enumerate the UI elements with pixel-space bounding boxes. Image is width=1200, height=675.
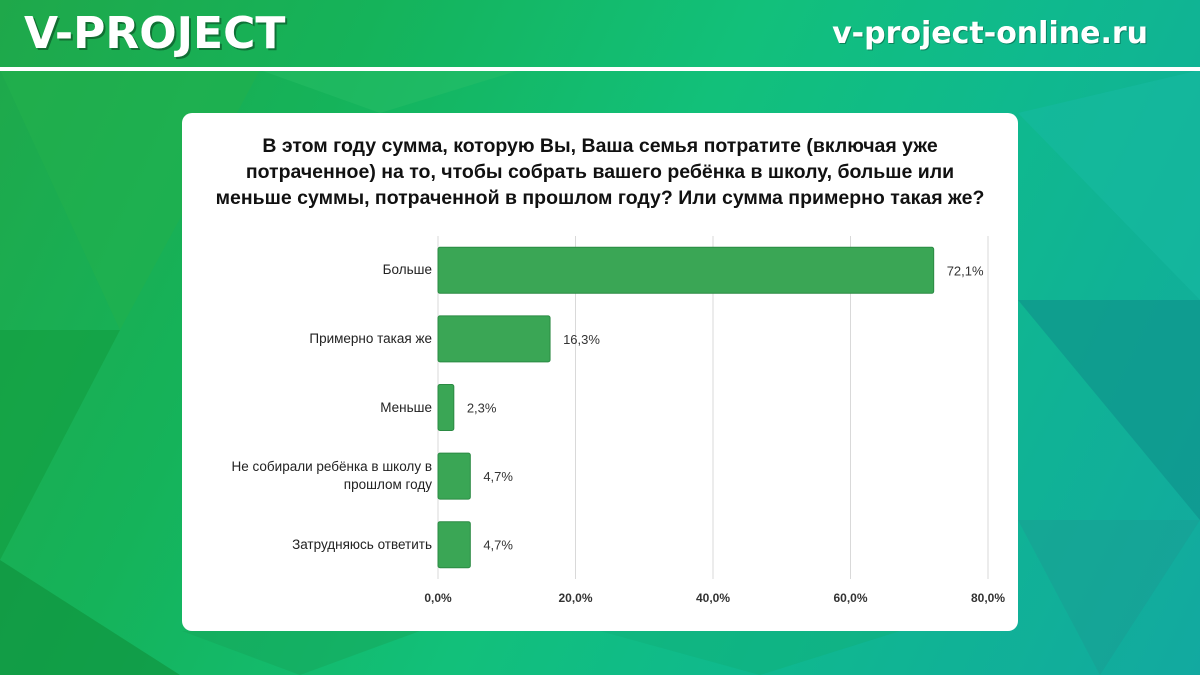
bar-chart: 72,1% 16,3% 2,3% 4,7% 4,7% xyxy=(437,236,989,579)
x-tick-label: 60,0% xyxy=(833,591,868,605)
category-label: Затрудняюсь ответить xyxy=(182,536,432,554)
chart-title: В этом году сумма, которую Вы, Ваша семь… xyxy=(182,133,1018,211)
category-label: Меньше xyxy=(182,399,432,417)
chart-title-line: В этом году сумма, которую Вы, Ваша семь… xyxy=(262,135,938,157)
x-tick-label: 40,0% xyxy=(695,591,731,605)
x-tick-label: 20,0% xyxy=(558,591,593,605)
category-label-line: Не собирали ребёнка в школу в xyxy=(231,459,432,475)
bar-value-label: 4,7% xyxy=(483,469,513,484)
x-tick-label: 0,0% xyxy=(424,591,452,605)
bar xyxy=(437,384,455,431)
category-label: Не собирали ребёнка в школу в прошлом год… xyxy=(182,458,432,494)
bar-value-label: 72,1% xyxy=(947,263,984,278)
bar-value-label: 2,3% xyxy=(467,401,497,416)
category-label-line: Меньше xyxy=(380,399,432,415)
x-tick-label: 80,0% xyxy=(970,591,1006,605)
bar-value-label: 4,7% xyxy=(483,538,513,553)
bar xyxy=(437,452,471,500)
header-divider xyxy=(0,67,1200,71)
chart-title-line: потраченное) на то, чтобы собрать вашего… xyxy=(245,161,955,183)
chart-card: В этом году сумма, которую Вы, Ваша семь… xyxy=(182,113,1018,631)
brand-logo: V-PROJECT xyxy=(24,8,286,59)
bar-value-label: 16,3% xyxy=(563,332,600,347)
bar xyxy=(437,315,551,363)
category-label: Примерно такая же xyxy=(182,330,432,348)
category-label-line: Примерно такая же xyxy=(309,330,432,346)
site-url: v-project-online.ru xyxy=(832,16,1148,51)
category-label-line: Больше xyxy=(382,262,432,278)
chart-title-line: меньше суммы, потраченной в прошлом году… xyxy=(215,187,985,209)
bar xyxy=(437,521,471,569)
bar xyxy=(437,246,935,294)
category-label-line: Затрудняюсь ответить xyxy=(292,536,432,552)
category-label: Больше xyxy=(182,261,432,279)
category-label-line: прошлом году xyxy=(343,477,432,493)
